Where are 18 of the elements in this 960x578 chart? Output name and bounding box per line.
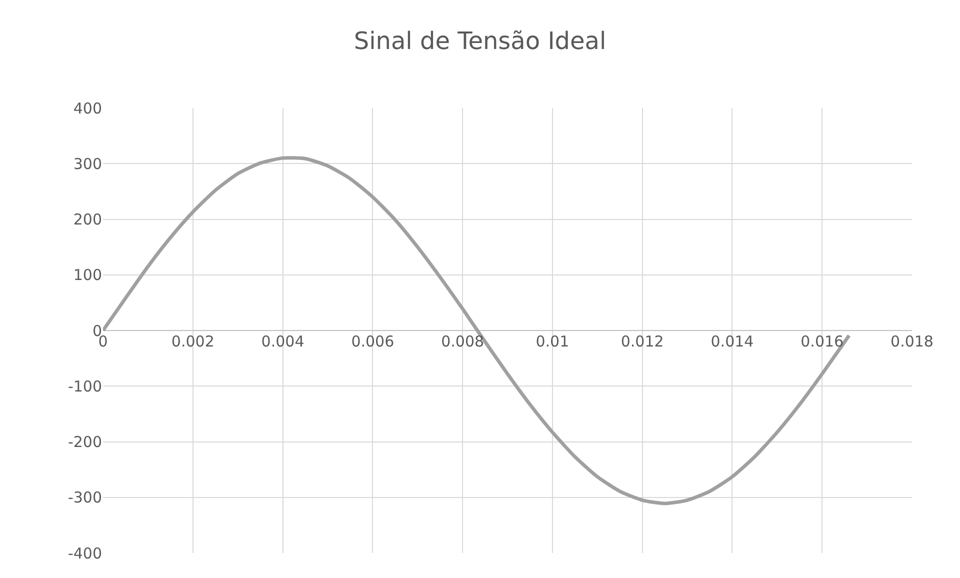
y-tick-label: -200 [68,433,102,451]
chart-title: Sinal de Tensão Ideal [354,26,606,55]
x-tick-label: 0.018 [890,332,934,350]
x-tick-label: 0.016 [800,332,844,350]
y-tick-label: 400 [73,99,102,118]
x-tick-label: 0.008 [441,332,484,350]
y-tick-label: -100 [68,377,102,396]
x-tick-label: 0.002 [171,332,214,350]
x-tick-label: 0.01 [536,332,570,350]
x-tick-label: 0.004 [261,332,304,350]
x-tick-label: 0.012 [620,332,664,350]
y-tick-label: -300 [68,488,102,507]
y-tick-label: 200 [73,210,102,228]
y-tick-label: -400 [68,544,102,562]
x-tick-label: 0.006 [351,332,394,350]
x-tick-label: 0.014 [710,332,754,350]
y-tick-label: 100 [73,266,102,284]
y-tick-label: 300 [73,154,102,173]
